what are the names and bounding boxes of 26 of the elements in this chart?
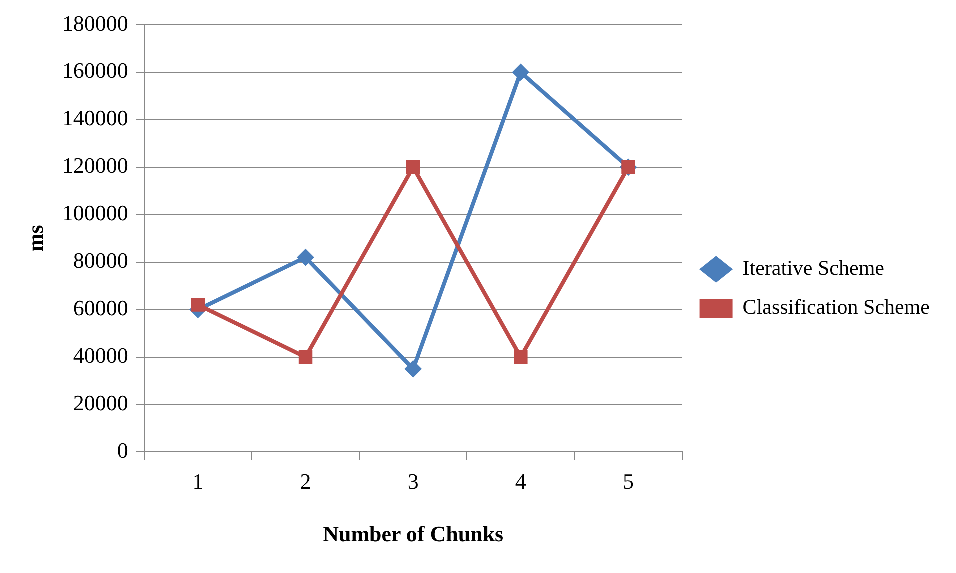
- x-axis-title: Number of Chunks: [323, 521, 504, 546]
- legend-label: Classification Scheme: [742, 295, 930, 320]
- y-tick-label: 0: [117, 438, 128, 463]
- x-tick-label: 3: [408, 469, 419, 494]
- legend-label: Iterative Scheme: [742, 256, 884, 280]
- y-tick-label: 140000: [62, 106, 128, 131]
- y-tick-label: 20000: [73, 390, 128, 416]
- point: [406, 160, 420, 174]
- point: [298, 350, 313, 364]
- y-axis-title: ms: [22, 224, 48, 252]
- point: [191, 298, 206, 312]
- point: [514, 350, 528, 364]
- y-tick-label: 100000: [62, 200, 128, 226]
- point: [297, 249, 314, 266]
- point: [404, 360, 422, 378]
- y-tick-label: 160000: [62, 58, 128, 84]
- x-tick-label: 5: [623, 469, 634, 494]
- y-tick-label: 40000: [73, 343, 128, 368]
- y-tick-label: 120000: [62, 153, 128, 178]
- x-tick-label: 4: [515, 469, 526, 494]
- point: [512, 64, 530, 81]
- y-tick-label: 80000: [73, 248, 128, 274]
- y-tick-label: 180000: [62, 10, 128, 36]
- x-tick-label: 1: [192, 469, 204, 494]
- x-tick-label: 2: [300, 469, 312, 494]
- y-tick-label: 60000: [73, 296, 128, 321]
